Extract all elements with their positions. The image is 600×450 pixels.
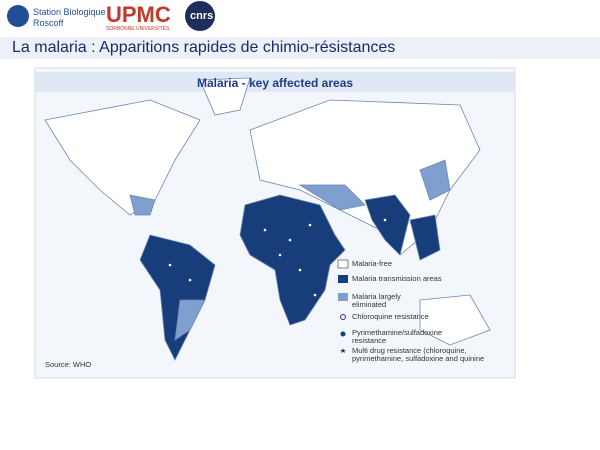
resistance-dots (168, 218, 387, 297)
legend-symbols (337, 259, 349, 353)
upmc-logo: UPMC (106, 2, 171, 27)
sbr-logo (7, 5, 29, 27)
map-title: Malaria - key affected areas (196, 76, 354, 90)
map-title-band (35, 72, 515, 92)
continents (44, 77, 491, 361)
institute-place: Roscoff (33, 18, 64, 28)
legend-label: Chloroquine resistance (352, 312, 429, 321)
institute-name: Station Biologique (33, 7, 106, 17)
legend-label: Malaria transmission areas (352, 274, 442, 283)
legend-label: Pyrimethamine/sulfadoxine resistance (352, 328, 443, 345)
slide-title: La malaria : Apparitions rapides de chim… (12, 39, 396, 56)
legend-label: Malaria largely eliminated (352, 292, 401, 309)
upmc-sub: SORBONNE UNIVERSITÉS (106, 26, 170, 32)
legend-label: Multi drug resistance (chloroquine, pyri… (352, 346, 485, 363)
cnrs-logo (185, 1, 215, 31)
cnrs-text: cnrs (190, 10, 214, 22)
source: Source: WHO (45, 360, 92, 369)
legend-label: Malaria-free (352, 259, 393, 268)
title-band (0, 37, 600, 59)
